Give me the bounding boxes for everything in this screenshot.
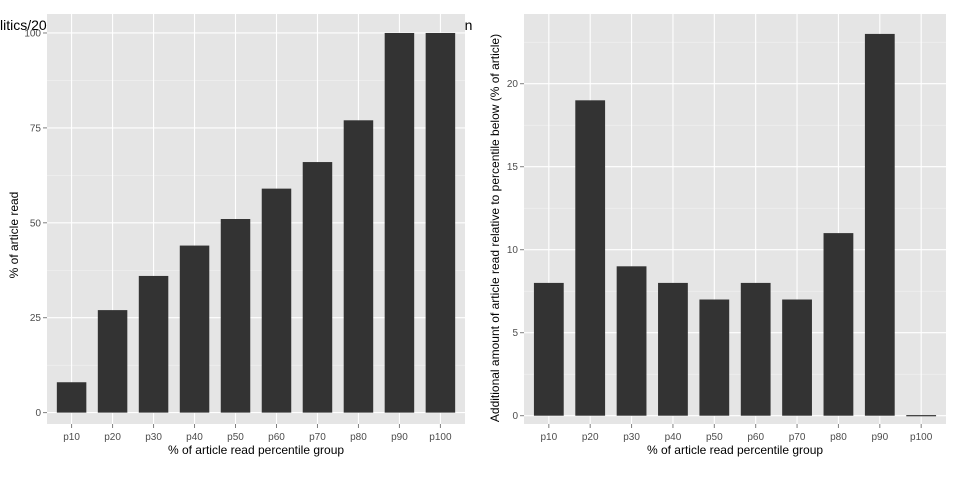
left-chart: 0 25 50 75 100 p10 p20 p30 p40 p50 p60 p70 p80 p90 p10…	[7, 14, 465, 457]
bar-p70	[782, 299, 812, 416]
bar-p40	[658, 282, 688, 416]
y-tick-label: 20	[507, 79, 519, 90]
x-tick-label: p90	[391, 432, 408, 443]
bar-p100	[906, 415, 937, 417]
x-tick-label: p70	[789, 432, 806, 443]
y-axis-title: Additional amount of article read relati…	[488, 34, 502, 422]
bar-p70	[302, 162, 333, 413]
x-tick-label: p60	[268, 432, 285, 443]
x-tick-label: p20	[582, 432, 599, 443]
x-tick-label: p10	[540, 432, 557, 443]
y-tick-label: 0	[512, 411, 518, 422]
bar-p30	[138, 275, 169, 413]
bar-p10	[533, 282, 564, 416]
bar-p20	[575, 100, 606, 416]
x-tick-label: p50	[227, 432, 244, 443]
bar-p20	[97, 310, 128, 413]
y-tick-label: 5	[512, 328, 518, 339]
x-tick-label: p80	[830, 432, 847, 443]
bar-p60	[740, 282, 771, 416]
bar-p90	[864, 33, 895, 416]
x-tick-label: p20	[104, 432, 121, 443]
y-tick-label: 25	[30, 313, 42, 324]
bar-p100	[425, 32, 456, 413]
x-tick-label: p100	[429, 432, 452, 443]
x-tick-label: p30	[145, 432, 162, 443]
y-tick-label: 50	[30, 218, 42, 229]
y-tick-label: 15	[507, 162, 519, 173]
y-tick-label: 10	[507, 245, 519, 256]
x-tick-label: p60	[747, 432, 764, 443]
x-tick-label: p70	[309, 432, 326, 443]
bar-p30	[616, 266, 647, 416]
x-tick-label: p90	[871, 432, 888, 443]
x-axis-title: % of article read percentile group	[168, 443, 344, 457]
x-tick-label: p40	[186, 432, 203, 443]
y-axis-title: % of article read	[7, 192, 21, 279]
bar-p80	[823, 233, 854, 416]
right-chart: 0 5 10 15 20 p10 p20 p30 p40 p50 p60 p70 p80 p90 p100%…	[488, 14, 946, 457]
x-tick-label: p40	[665, 432, 682, 443]
y-tick-label: 0	[35, 408, 41, 419]
x-tick-label: p100	[910, 432, 933, 443]
bar-p50	[220, 219, 251, 413]
bar-p10	[56, 382, 87, 413]
bar-p50	[699, 299, 730, 416]
y-tick-label: 100	[24, 28, 41, 39]
x-axis-title: % of article read percentile group	[647, 443, 823, 457]
x-tick-label: p50	[706, 432, 723, 443]
bar-p60	[261, 188, 292, 413]
x-tick-label: p10	[63, 432, 80, 443]
bar-p90	[384, 32, 415, 413]
x-tick-label: p80	[350, 432, 367, 443]
bar-p80	[343, 120, 374, 413]
bar-p40	[179, 245, 210, 413]
x-tick-label: p30	[623, 432, 640, 443]
y-tick-label: 75	[30, 123, 42, 134]
